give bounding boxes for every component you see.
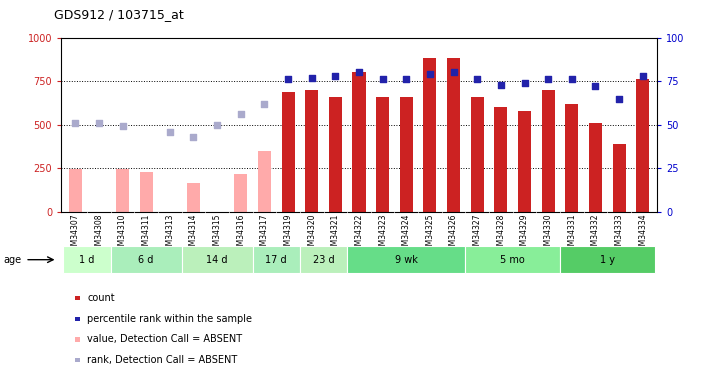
Text: 23 d: 23 d <box>313 255 335 265</box>
Text: GSM34316: GSM34316 <box>236 214 246 255</box>
Text: GSM34315: GSM34315 <box>213 214 222 255</box>
Bar <box>187 183 200 212</box>
Point <box>495 82 507 88</box>
Bar <box>541 90 555 212</box>
Bar <box>300 246 348 273</box>
Text: rank, Detection Call = ABSENT: rank, Detection Call = ABSENT <box>87 355 238 365</box>
Bar <box>376 97 389 212</box>
Point <box>93 120 105 126</box>
Text: GSM34327: GSM34327 <box>472 214 482 255</box>
Point <box>566 76 577 82</box>
Bar <box>329 97 342 212</box>
Text: GSM34321: GSM34321 <box>331 214 340 255</box>
Bar <box>589 123 602 212</box>
Point <box>164 129 176 135</box>
Point <box>258 101 270 107</box>
Bar <box>253 246 300 273</box>
Text: 17 d: 17 d <box>266 255 287 265</box>
Bar <box>348 246 465 273</box>
Bar <box>353 72 365 212</box>
Bar <box>471 97 484 212</box>
Bar <box>400 97 413 212</box>
Point <box>235 111 246 117</box>
Point <box>401 76 412 82</box>
Bar <box>182 246 253 273</box>
Text: GSM34307: GSM34307 <box>70 214 80 255</box>
Point <box>70 120 81 126</box>
Point <box>472 76 483 82</box>
Bar <box>612 144 625 212</box>
Point <box>306 75 317 81</box>
Bar <box>305 90 318 212</box>
Text: 5 mo: 5 mo <box>500 255 525 265</box>
Text: GSM34311: GSM34311 <box>141 214 151 255</box>
Bar <box>447 58 460 212</box>
Text: GSM34313: GSM34313 <box>165 214 174 255</box>
Text: age: age <box>4 255 22 265</box>
Bar <box>560 246 655 273</box>
Bar <box>116 169 129 212</box>
Text: GSM34333: GSM34333 <box>615 214 624 255</box>
Bar <box>565 104 578 212</box>
Text: GSM34314: GSM34314 <box>189 214 198 255</box>
Point <box>282 76 294 82</box>
Point <box>637 73 648 79</box>
Text: value, Detection Call = ABSENT: value, Detection Call = ABSENT <box>87 334 242 344</box>
Text: GSM34329: GSM34329 <box>520 214 529 255</box>
Text: GSM34331: GSM34331 <box>567 214 577 255</box>
Bar <box>234 174 247 212</box>
Text: 1 d: 1 d <box>80 255 95 265</box>
Text: GSM34326: GSM34326 <box>449 214 458 255</box>
Bar <box>63 246 111 273</box>
Point <box>187 134 199 140</box>
Point <box>519 80 531 86</box>
Text: GSM34319: GSM34319 <box>284 214 292 255</box>
Text: 9 wk: 9 wk <box>395 255 418 265</box>
Text: GSM34334: GSM34334 <box>638 214 648 255</box>
Text: GSM34324: GSM34324 <box>402 214 411 255</box>
Bar <box>69 169 82 212</box>
Bar <box>258 151 271 212</box>
Point <box>424 71 436 77</box>
Text: count: count <box>87 293 115 303</box>
Point <box>448 69 460 75</box>
Text: GSM34332: GSM34332 <box>591 214 600 255</box>
Bar <box>281 92 294 212</box>
Text: GSM34320: GSM34320 <box>307 214 316 255</box>
Text: GDS912 / 103715_at: GDS912 / 103715_at <box>54 8 184 21</box>
Text: GSM34323: GSM34323 <box>378 214 387 255</box>
Text: 14 d: 14 d <box>206 255 228 265</box>
Point <box>211 122 223 128</box>
Bar <box>636 80 649 212</box>
Text: GSM34322: GSM34322 <box>355 214 363 255</box>
Bar <box>111 246 182 273</box>
Text: GSM34317: GSM34317 <box>260 214 269 255</box>
Bar <box>424 58 437 212</box>
Bar <box>465 246 560 273</box>
Point <box>117 123 129 129</box>
Bar <box>140 172 153 212</box>
Text: 6 d: 6 d <box>139 255 154 265</box>
Text: percentile rank within the sample: percentile rank within the sample <box>87 314 252 324</box>
Point <box>613 96 625 102</box>
Text: GSM34325: GSM34325 <box>426 214 434 255</box>
Point <box>377 76 388 82</box>
Text: GSM34330: GSM34330 <box>544 214 553 255</box>
Bar <box>495 107 508 212</box>
Text: GSM34328: GSM34328 <box>496 214 505 255</box>
Point <box>589 83 601 89</box>
Bar <box>518 111 531 212</box>
Text: 1 y: 1 y <box>600 255 615 265</box>
Point <box>353 69 365 75</box>
Text: GSM34308: GSM34308 <box>94 214 103 255</box>
Text: GSM34310: GSM34310 <box>118 214 127 255</box>
Point <box>330 73 341 79</box>
Point <box>542 76 554 82</box>
